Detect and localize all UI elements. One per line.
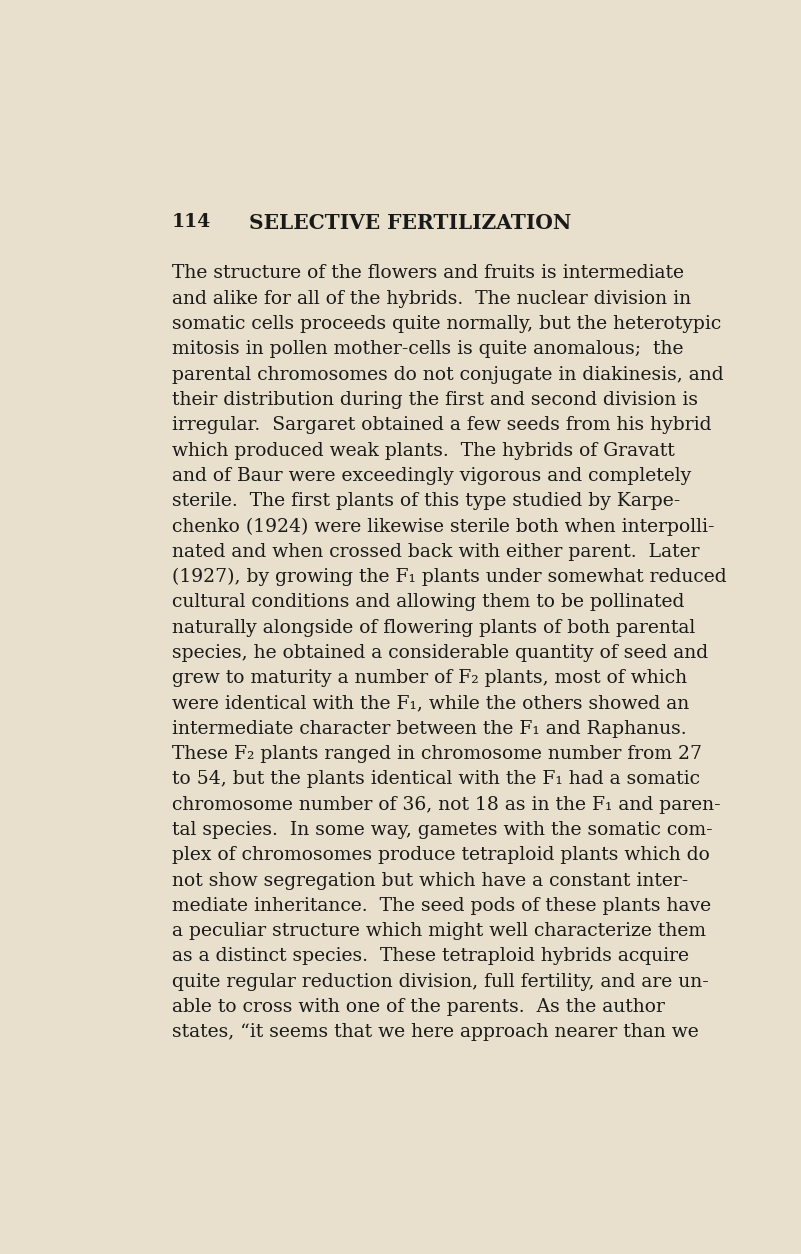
Text: mediate inheritance.  The seed pods of these plants have: mediate inheritance. The seed pods of th…: [171, 897, 710, 915]
Text: able to cross with one of the parents.  As the author: able to cross with one of the parents. A…: [171, 998, 664, 1016]
Text: plex of chromosomes produce tetraploid plants which do: plex of chromosomes produce tetraploid p…: [171, 846, 710, 864]
Text: parental chromosomes do not conjugate in diakinesis, and: parental chromosomes do not conjugate in…: [171, 366, 723, 384]
Text: and alike for all of the hybrids.  The nuclear division in: and alike for all of the hybrids. The nu…: [171, 290, 690, 307]
Text: naturally alongside of flowering plants of both parental: naturally alongside of flowering plants …: [171, 618, 694, 637]
Text: chenko (1924) were likewise sterile both when interpolli-: chenko (1924) were likewise sterile both…: [171, 518, 714, 535]
Text: their distribution during the first and second division is: their distribution during the first and …: [171, 391, 698, 409]
Text: somatic cells proceeds quite normally, but the heterotypic: somatic cells proceeds quite normally, b…: [171, 315, 721, 334]
Text: to 54, but the plants identical with the F₁ had a somatic: to 54, but the plants identical with the…: [171, 770, 699, 789]
Text: grew to maturity a number of F₂ plants, most of which: grew to maturity a number of F₂ plants, …: [171, 670, 686, 687]
Text: species, he obtained a considerable quantity of seed and: species, he obtained a considerable quan…: [171, 643, 707, 662]
Text: and of Baur were exceedingly vigorous and completely: and of Baur were exceedingly vigorous an…: [171, 466, 690, 485]
Text: as a distinct species.  These tetraploid hybrids acquire: as a distinct species. These tetraploid …: [171, 948, 689, 966]
Text: These F₂ plants ranged in chromosome number from 27: These F₂ plants ranged in chromosome num…: [171, 745, 702, 764]
Text: quite regular reduction division, full fertility, and are un-: quite regular reduction division, full f…: [171, 973, 708, 991]
Text: irregular.  Sargaret obtained a few seeds from his hybrid: irregular. Sargaret obtained a few seeds…: [171, 416, 711, 434]
Text: intermediate character between the F₁ and Raphanus.: intermediate character between the F₁ an…: [171, 720, 686, 737]
Text: tal species.  In some way, gametes with the somatic com-: tal species. In some way, gametes with t…: [171, 821, 712, 839]
Text: sterile.  The first plants of this type studied by Karpe-: sterile. The first plants of this type s…: [171, 492, 680, 510]
Text: were identical with the F₁, while the others showed an: were identical with the F₁, while the ot…: [171, 695, 689, 712]
Text: (1927), by growing the F₁ plants under somewhat reduced: (1927), by growing the F₁ plants under s…: [171, 568, 727, 587]
Text: states, “it seems that we here approach nearer than we: states, “it seems that we here approach …: [171, 1023, 698, 1041]
Text: chromosome number of 36, not 18 as in the F₁ and paren-: chromosome number of 36, not 18 as in th…: [171, 796, 720, 814]
Text: cultural conditions and allowing them to be pollinated: cultural conditions and allowing them to…: [171, 593, 684, 611]
Text: nated and when crossed back with either parent.  Later: nated and when crossed back with either …: [171, 543, 699, 561]
Text: SELECTIVE FERTILIZATION: SELECTIVE FERTILIZATION: [249, 213, 572, 233]
Text: not show segregation but which have a constant inter-: not show segregation but which have a co…: [171, 872, 688, 889]
Text: a peculiar structure which might well characterize them: a peculiar structure which might well ch…: [171, 922, 706, 940]
Text: The structure of the flowers and fruits is intermediate: The structure of the flowers and fruits …: [171, 265, 683, 282]
Text: which produced weak plants.  The hybrids of Gravatt: which produced weak plants. The hybrids …: [171, 441, 674, 459]
Text: mitosis in pollen mother-cells is quite anomalous;  the: mitosis in pollen mother-cells is quite …: [171, 340, 683, 359]
Text: 114: 114: [171, 213, 211, 231]
